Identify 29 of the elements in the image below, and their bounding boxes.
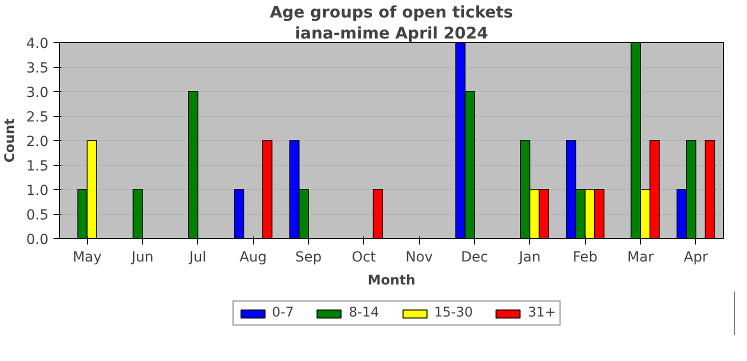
y-tick-label: 2.5 (26, 110, 48, 126)
x-tick-label: Jun (130, 250, 154, 266)
y-tick-label: 2.0 (26, 134, 48, 150)
chart-subtitle: iana-mime April 2024 (294, 24, 488, 42)
x-tick-label: May (72, 250, 102, 266)
x-tick-label: Feb (572, 250, 598, 266)
x-tick-label: Nov (406, 250, 433, 266)
y-tick-label: 0.0 (26, 232, 48, 248)
chart-title: Age groups of open tickets (270, 2, 514, 22)
x-axis-title: Month (368, 274, 416, 288)
legend-label: 8-14 (348, 306, 380, 320)
y-tick-label: 0.5 (26, 208, 48, 224)
y-tick-label: 4.0 (26, 36, 48, 52)
y-axis-title: Count (3, 118, 18, 163)
x-tick-label: Apr (684, 250, 708, 266)
x-tick-label: Aug (240, 250, 267, 266)
y-tick-label: 1.0 (26, 183, 48, 199)
x-tick-label: Mar (627, 250, 654, 266)
y-tick-label: 1.5 (26, 158, 48, 174)
y-tick-label: 3.5 (26, 60, 48, 76)
legend-label: 15-30 (434, 306, 473, 320)
x-tick-label: Sep (295, 250, 322, 266)
legend-label: 0-7 (272, 306, 294, 320)
x-tick-label: Dec (460, 250, 488, 266)
x-tick-label: Jul (188, 250, 206, 266)
y-tick-label: 3.0 (26, 85, 48, 101)
legend-label: 31+ (528, 306, 556, 320)
x-tick-label: Jan (518, 250, 541, 266)
x-tick-label: Oct (352, 250, 376, 266)
